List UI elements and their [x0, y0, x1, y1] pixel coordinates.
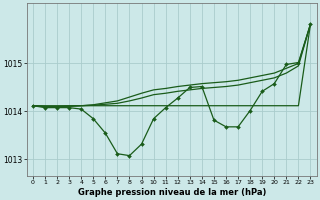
X-axis label: Graphe pression niveau de la mer (hPa): Graphe pression niveau de la mer (hPa) — [77, 188, 266, 197]
